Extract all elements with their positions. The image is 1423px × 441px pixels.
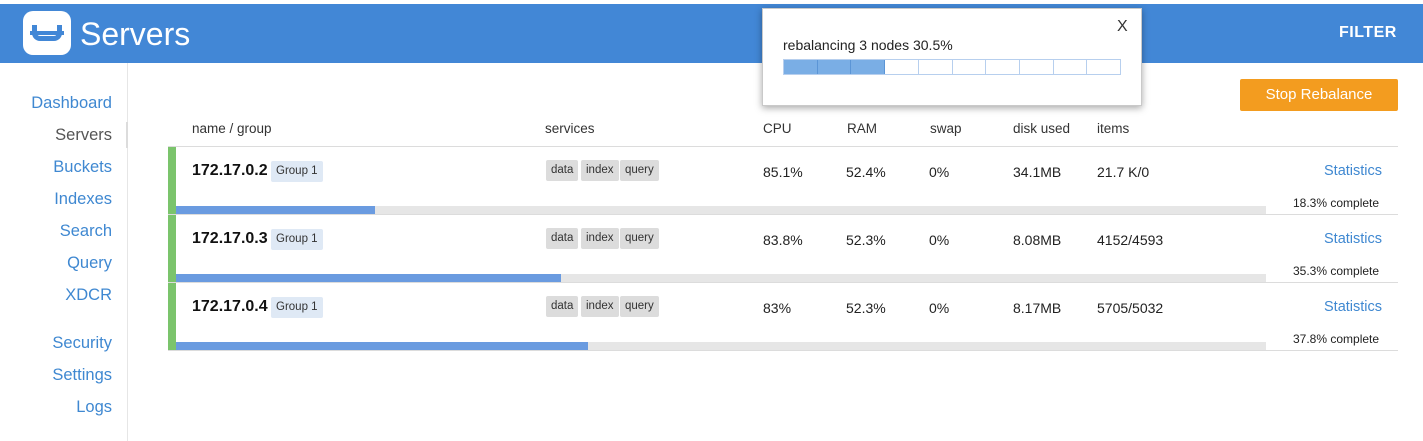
rebalance-progress-fill: [176, 206, 376, 214]
rebalance-progress-text: 37.8% complete: [1293, 332, 1380, 346]
server-hostname[interactable]: 172.17.0.4: [192, 298, 268, 315]
sidebar-item-search[interactable]: Search: [59, 222, 112, 240]
service-badge-index: index: [581, 160, 619, 181]
swap-value: 0%: [929, 164, 950, 180]
cpu-value: 83.8%: [763, 232, 803, 248]
progress-segment: [817, 60, 852, 74]
progress-segment: [1019, 60, 1054, 74]
table-bottom-divider: [168, 350, 1398, 351]
server-hostname[interactable]: 172.17.0.3: [192, 230, 268, 247]
sidebar-item-logs[interactable]: Logs: [76, 398, 112, 416]
rebalance-status-message: rebalancing 3 nodes 30.5%: [783, 37, 953, 53]
server-row[interactable]: 172.17.0.2 Group 1 data index query 85.1…: [168, 146, 1398, 214]
group-badge: Group 1: [271, 161, 323, 182]
rebalance-progress-bar: [176, 342, 1266, 350]
service-badge-query: query: [620, 296, 659, 317]
rebalance-progress-popup: X rebalancing 3 nodes 30.5%: [762, 8, 1142, 106]
column-header-cpu[interactable]: CPU: [763, 121, 792, 136]
sidebar-item-query[interactable]: Query: [67, 254, 112, 272]
rebalance-progress-bar: [176, 274, 1266, 282]
sidebar-item-settings[interactable]: Settings: [52, 366, 112, 384]
rebalance-segmented-progress: [783, 59, 1121, 75]
service-badge-query: query: [620, 228, 659, 249]
progress-segment: [851, 60, 886, 74]
sidebar-item-dashboard[interactable]: Dashboard: [31, 94, 112, 112]
cpu-value: 85.1%: [763, 164, 803, 180]
items-value: 5705/5032: [1097, 300, 1164, 316]
node-health-indicator: [168, 215, 176, 282]
progress-segment: [885, 60, 919, 74]
progress-segment: [1053, 60, 1088, 74]
rebalance-progress-text: 35.3% complete: [1293, 264, 1380, 278]
items-value: 21.7 K/0: [1097, 164, 1150, 180]
disk-used-value: 8.17MB: [1013, 300, 1062, 316]
couchbase-logo-icon[interactable]: [23, 11, 71, 55]
statistics-link[interactable]: Statistics: [1324, 231, 1383, 247]
filter-button[interactable]: FILTER: [1339, 24, 1397, 41]
items-value: 4152/4593: [1097, 232, 1164, 248]
column-header-disk-used[interactable]: disk used: [1013, 121, 1071, 136]
server-hostname[interactable]: 172.17.0.2: [192, 162, 268, 179]
column-header-ram[interactable]: RAM: [847, 121, 877, 136]
app-header: Servers FILTER: [0, 4, 1423, 63]
sidebar-item-xdcr[interactable]: XDCR: [65, 286, 112, 304]
column-header-services: services: [545, 121, 595, 136]
sidebar: Dashboard Servers Buckets Indexes Search…: [0, 63, 128, 441]
rebalance-progress-fill: [176, 274, 561, 282]
service-badge-data: data: [546, 228, 579, 249]
ram-value: 52.3%: [846, 300, 886, 316]
cpu-value: 83%: [763, 300, 792, 316]
ram-value: 52.4%: [846, 164, 886, 180]
group-badge: Group 1: [271, 297, 323, 318]
column-header-items[interactable]: items: [1097, 121, 1130, 136]
service-badge-index: index: [581, 228, 619, 249]
rebalance-progress-fill: [176, 342, 589, 350]
sidebar-item-buckets[interactable]: Buckets: [53, 158, 112, 176]
swap-value: 0%: [929, 232, 950, 248]
rebalance-progress-text: 18.3% complete: [1293, 196, 1380, 210]
progress-segment: [986, 60, 1020, 74]
page-title: Servers: [80, 16, 191, 52]
statistics-link[interactable]: Statistics: [1324, 299, 1383, 315]
progress-segment: [784, 60, 818, 74]
node-health-indicator: [168, 147, 176, 214]
sidebar-item-security[interactable]: Security: [52, 334, 112, 352]
group-badge: Group 1: [271, 229, 323, 250]
swap-value: 0%: [929, 300, 950, 316]
rebalance-progress-bar: [176, 206, 1266, 214]
server-row[interactable]: 172.17.0.4 Group 1 data index query 83% …: [168, 282, 1398, 350]
server-row[interactable]: 172.17.0.3 Group 1 data index query 83.8…: [168, 214, 1398, 282]
disk-used-value: 8.08MB: [1013, 232, 1062, 248]
sidebar-item-servers[interactable]: Servers: [55, 126, 112, 144]
progress-segment: [918, 60, 953, 74]
service-badge-query: query: [620, 160, 659, 181]
service-badge-data: data: [546, 160, 579, 181]
column-header-swap[interactable]: swap: [930, 121, 962, 136]
disk-used-value: 34.1MB: [1013, 164, 1062, 180]
node-health-indicator: [168, 283, 176, 350]
top-strip: [0, 0, 1423, 4]
column-header-name-group[interactable]: name / group: [192, 121, 272, 136]
ram-value: 52.3%: [846, 232, 886, 248]
service-badge-data: data: [546, 296, 579, 317]
service-badge-index: index: [581, 296, 619, 317]
close-icon[interactable]: X: [1117, 18, 1128, 35]
progress-segment: [1087, 60, 1121, 74]
stop-rebalance-button[interactable]: Stop Rebalance: [1240, 79, 1398, 111]
sidebar-item-indexes[interactable]: Indexes: [54, 190, 112, 208]
sidebar-active-indicator: [126, 122, 128, 148]
statistics-link[interactable]: Statistics: [1324, 163, 1383, 179]
progress-segment: [952, 60, 987, 74]
